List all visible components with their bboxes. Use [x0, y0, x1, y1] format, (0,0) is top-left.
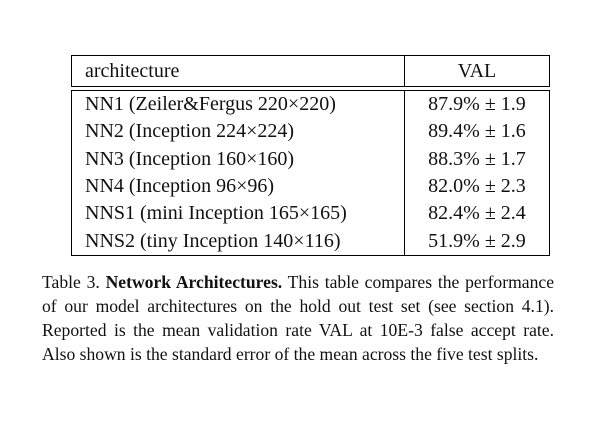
cell-val: 87.9% ± 1.9 [405, 90, 550, 119]
table-row: NNS1 (mini Inception 165×165) 82.4% ± 2.… [71, 200, 550, 228]
cell-architecture: NNS1 (mini Inception 165×165) [71, 200, 405, 228]
caption-label: Table 3. [42, 272, 100, 292]
cell-val: 89.4% ± 1.6 [405, 118, 550, 146]
table-row: NNS2 (tiny Inception 140×116) 51.9% ± 2.… [71, 227, 550, 256]
cell-val: 88.3% ± 1.7 [405, 145, 550, 173]
table-row: NN4 (Inception 96×96) 82.0% ± 2.3 [71, 172, 550, 201]
cell-architecture: NN1 (Zeiler&Fergus 220×220) [71, 90, 405, 119]
header-val: VAL [405, 55, 550, 87]
table-row: NN3 (Inception 160×160) 88.3% ± 1.7 [71, 145, 550, 173]
header-architecture: architecture [71, 55, 405, 87]
cell-val: 51.9% ± 2.9 [405, 227, 550, 256]
table-row: NN1 (Zeiler&Fergus 220×220) 87.9% ± 1.9 [71, 90, 550, 119]
cell-val: 82.0% ± 2.3 [405, 172, 550, 201]
cell-architecture: NN4 (Inception 96×96) [71, 172, 405, 201]
table-row: NN2 (Inception 224×224) 89.4% ± 1.6 [71, 118, 550, 146]
caption-title: Network Architectures. [105, 272, 283, 292]
table-caption: Table 3. Network Architectures. This tab… [42, 270, 554, 366]
cell-architecture: NN3 (Inception 160×160) [71, 145, 405, 173]
cell-architecture: NNS2 (tiny Inception 140×116) [71, 227, 405, 256]
cell-architecture: NN2 (Inception 224×224) [71, 118, 405, 146]
cell-val: 82.4% ± 2.4 [405, 200, 550, 228]
architecture-table: architecture VAL NN1 (Zeiler&Fergus 220×… [71, 55, 550, 256]
caption-body: This table compares the performance of o… [42, 272, 554, 364]
table-header-row: architecture VAL [71, 55, 550, 87]
